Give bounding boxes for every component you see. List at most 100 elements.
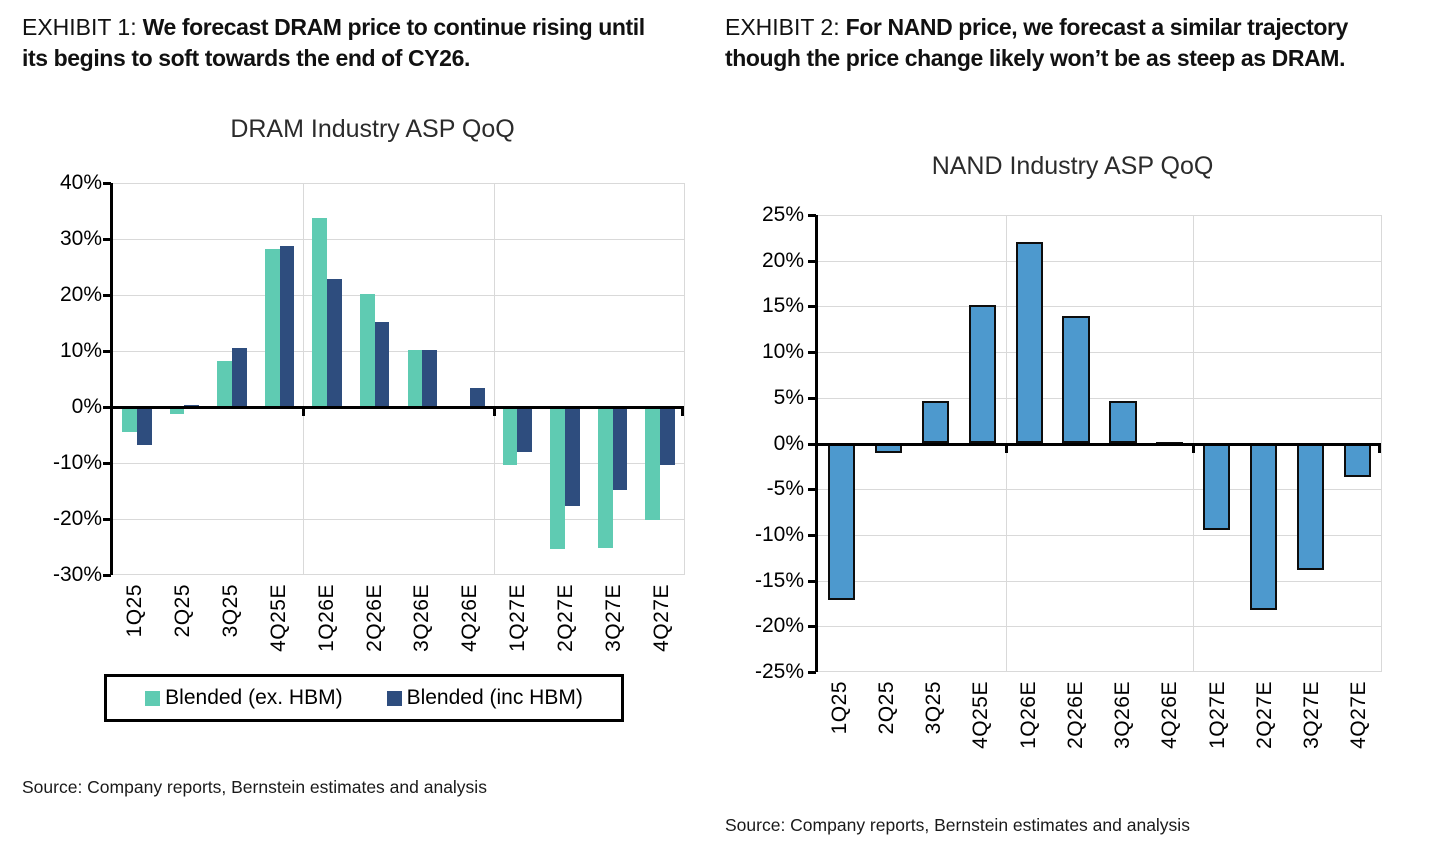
x-axis-tick-label: 2Q27E xyxy=(554,584,578,652)
y-axis-tick xyxy=(103,350,111,353)
ex-hbm-swatch-icon xyxy=(145,690,161,706)
bar xyxy=(517,407,533,452)
gridline xyxy=(113,294,684,296)
y-axis-tick-label: 0% xyxy=(71,394,102,418)
bar xyxy=(1203,443,1231,531)
gridline xyxy=(113,519,684,520)
gridline xyxy=(818,671,1381,672)
x-axis-tick-label: 3Q26E xyxy=(410,584,434,652)
bar xyxy=(136,407,152,446)
x-axis-tick-label: 1Q26E xyxy=(1016,681,1040,749)
y-axis-tick-label: -15% xyxy=(754,568,804,592)
dram-chart-title: DRAM Industry ASP QoQ xyxy=(230,115,515,143)
x-axis-tick-label: 2Q27E xyxy=(1252,681,1276,749)
x-axis-tick-label: 4Q25E xyxy=(266,584,290,652)
y-axis-tick-label: 5% xyxy=(773,385,804,409)
x-axis-tick-label: 2Q25 xyxy=(874,681,898,735)
y-axis-tick-label: 25% xyxy=(761,203,804,226)
exhibit-1-source: Source: Company reports, Bernstein estim… xyxy=(22,777,487,797)
y-axis-tick xyxy=(103,182,111,185)
y-axis-tick xyxy=(808,533,816,537)
bar xyxy=(921,401,949,444)
legend-entry-inc-hbm: Blended (inc HBM) xyxy=(386,686,583,710)
y-axis-tick-label: -20% xyxy=(52,507,102,530)
dram-y-axis-labels: 40% 30% 20% 10% 0% -10% -20% -30% xyxy=(18,172,102,586)
y-axis-tick xyxy=(808,671,816,674)
bar xyxy=(312,218,328,407)
gridline xyxy=(113,574,684,575)
exhibit-1-header: EXHIBIT 1: We forecast DRAM price to con… xyxy=(22,12,672,74)
bar xyxy=(968,304,996,444)
gridline xyxy=(818,306,1381,308)
y-axis-tick-label: 20% xyxy=(761,248,804,272)
dram-legend: Blended (ex. HBM) Blended (inc HBM) xyxy=(104,674,624,722)
y-axis-tick xyxy=(103,518,111,521)
bar xyxy=(1062,315,1090,444)
x-axis-tick-label: 3Q25 xyxy=(218,584,242,638)
ex-hbm-label: Blended (ex. HBM) xyxy=(165,686,343,709)
bar xyxy=(1015,241,1043,444)
x-axis-tick-label: 4Q27E xyxy=(650,584,674,652)
x-axis-tick xyxy=(1378,443,1381,453)
bar xyxy=(827,443,856,600)
bar xyxy=(327,278,342,407)
x-axis-tick xyxy=(492,407,496,416)
gridline xyxy=(818,397,1381,399)
zero-axis-line xyxy=(113,405,684,409)
dram-x-axis-labels: 1Q25 2Q25 3Q25 4Q25E 1Q26E 2Q26E 3Q26E 4Q26E 1Q2… xyxy=(110,584,685,674)
zero-axis-line xyxy=(818,442,1381,446)
year-divider-gridline xyxy=(493,183,495,575)
bar xyxy=(612,407,628,490)
exhibit-1-title: We forecast DRAM price to continue risin… xyxy=(22,14,645,71)
gridline xyxy=(818,260,1381,262)
exhibit-2-label: EXHIBIT 2: xyxy=(725,14,840,40)
gridline xyxy=(818,215,1381,216)
x-axis-tick xyxy=(681,407,684,416)
x-axis-tick xyxy=(1004,443,1008,453)
y-axis-tick-label: 10% xyxy=(59,339,102,362)
bar xyxy=(169,407,185,414)
bar xyxy=(565,407,580,506)
y-axis-tick xyxy=(808,305,816,309)
y-axis-tick-label: 15% xyxy=(761,294,804,318)
gridline xyxy=(113,463,684,464)
x-axis-tick-label: 1Q25 xyxy=(827,681,851,735)
gridline xyxy=(818,534,1381,536)
y-axis-tick-label: -10% xyxy=(52,451,102,474)
x-axis-tick-label: 1Q27E xyxy=(1205,681,1229,749)
y-axis-tick xyxy=(103,574,111,577)
x-axis-tick-label: 2Q26E xyxy=(362,584,386,652)
exhibit-2-title: For NAND price, we forecast a similar tr… xyxy=(725,14,1348,71)
x-axis-tick-label: 1Q26E xyxy=(314,584,338,652)
bar xyxy=(279,245,295,407)
bar xyxy=(550,407,566,549)
bar xyxy=(1343,443,1372,478)
bar xyxy=(660,407,675,466)
dram-plot-area xyxy=(103,182,685,577)
exhibit-1-label: EXHIBIT 1: xyxy=(22,14,137,40)
y-axis-tick xyxy=(808,579,816,583)
bar xyxy=(264,249,280,407)
inc-hbm-label: Blended (inc HBM) xyxy=(406,686,583,709)
x-axis-tick-label: 2Q25 xyxy=(170,584,194,638)
bar xyxy=(502,407,518,466)
nand-y-axis-labels: 25% 20% 15% 10% 5% 0% -5% -10% -15% -20% -25% xyxy=(712,204,804,683)
y-axis-tick-label: 30% xyxy=(59,226,102,250)
bar xyxy=(407,349,423,407)
y-axis-tick-label: -5% xyxy=(766,477,804,501)
y-axis-tick-label: 10% xyxy=(761,340,804,364)
bar xyxy=(1109,401,1137,444)
y-axis-tick-label: -30% xyxy=(52,563,102,586)
x-axis-tick-label: 3Q26E xyxy=(1111,681,1135,749)
gridline xyxy=(818,352,1381,354)
bar xyxy=(1297,443,1325,570)
y-axis-tick xyxy=(808,351,816,355)
y-axis-tick-label: -25% xyxy=(754,660,804,683)
y-axis-tick xyxy=(103,462,111,465)
bar xyxy=(422,349,438,407)
nand-chart-title: NAND Industry ASP QoQ xyxy=(931,152,1214,180)
y-axis-tick xyxy=(808,625,816,629)
legend-entry-ex-hbm: Blended (ex. HBM) xyxy=(145,686,343,710)
bar xyxy=(469,387,485,407)
